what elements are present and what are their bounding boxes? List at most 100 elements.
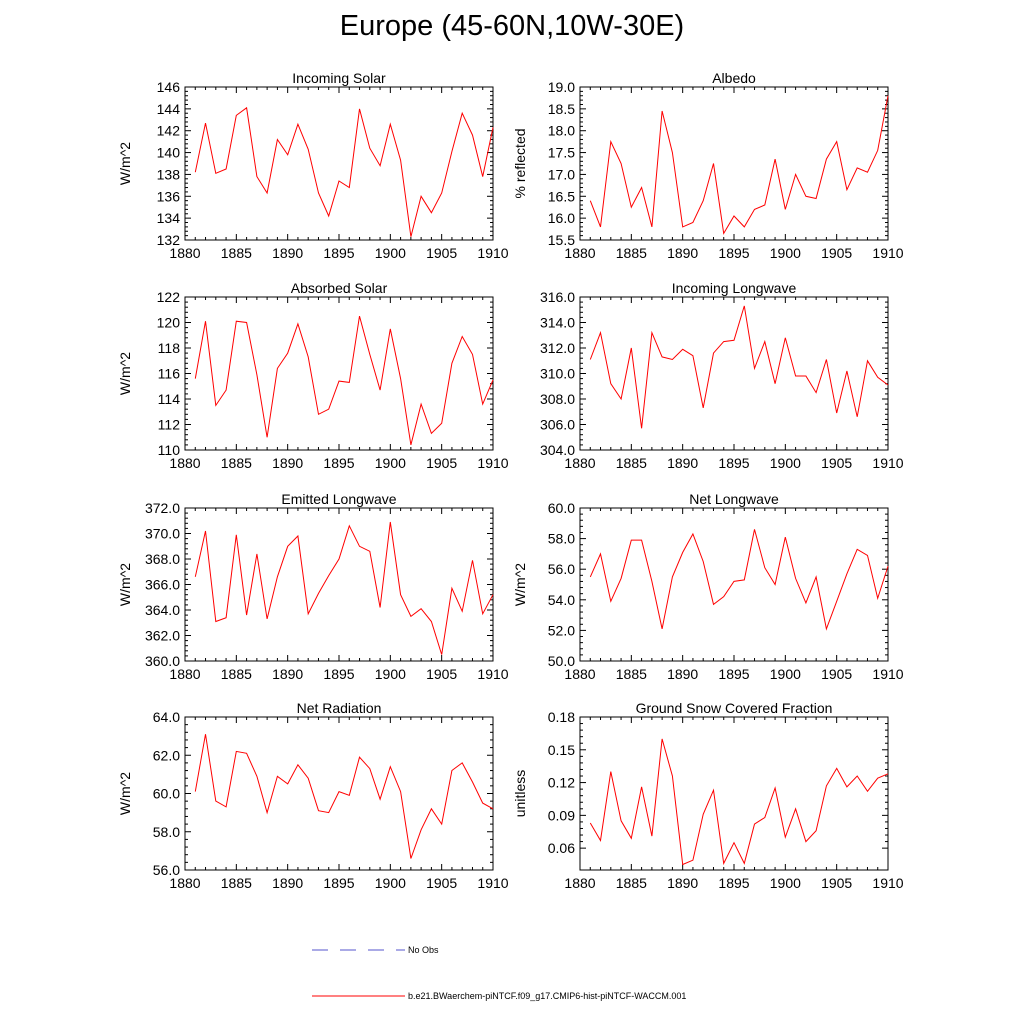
x-tick-label: 1890: [667, 455, 698, 471]
x-tick-label: 1900: [375, 875, 406, 891]
x-tick-label: 1910: [872, 875, 903, 891]
y-axis-label: W/m^2: [117, 142, 133, 185]
series-line: [194, 734, 494, 859]
y-tick-label: 56.0: [153, 862, 180, 878]
x-tick-label: 1905: [821, 666, 852, 682]
x-tick-label: 1895: [323, 666, 354, 682]
y-tick-label: 136: [157, 188, 181, 204]
y-tick-label: 306.0: [540, 417, 575, 433]
x-tick-label: 1890: [667, 666, 698, 682]
y-tick-label: 138: [157, 166, 181, 182]
panels-group: Incoming Solar W/m^2 1880 1885 1890 1895 1900 1…: [117, 70, 904, 891]
x-tick-label: 1885: [221, 245, 252, 261]
series-line: [589, 95, 889, 235]
y-tick-label: 364.0: [145, 602, 180, 618]
y-tick-label: 372.0: [145, 500, 180, 516]
y-tick-label: 16.0: [548, 210, 575, 226]
y-axis-label: W/m^2: [117, 772, 133, 815]
series-line: [589, 738, 889, 866]
y-tick-label: 308.0: [540, 391, 575, 407]
legend-model-label: b.e21.BWaerchem-piNTCF.f09_g17.CMIP6-his…: [408, 991, 686, 1001]
panel-net-radiation: Net Radiation W/m^2 1880 1885 1890 1895 1900 19…: [117, 700, 509, 891]
x-tick-label: 1895: [718, 875, 749, 891]
x-tick-label: 1890: [272, 666, 303, 682]
y-tick-label: 17.5: [548, 145, 575, 161]
y-tick-label: 310.0: [540, 366, 575, 382]
series-line: [589, 305, 889, 429]
panel-title: Albedo: [712, 70, 756, 86]
panel-title: Incoming Longwave: [672, 280, 797, 296]
x-tick-label: 1880: [564, 666, 595, 682]
y-tick-label: 56.0: [548, 561, 575, 577]
x-tick-label: 1900: [770, 666, 801, 682]
x-tick-label: 1905: [426, 666, 457, 682]
y-tick-label: 144: [157, 101, 181, 117]
y-tick-label: 0.06: [548, 840, 575, 856]
x-tick-label: 1880: [169, 245, 200, 261]
x-tick-label: 1905: [426, 245, 457, 261]
panel-albedo: Albedo % reflected 1880 1885 1890 1895 1900 190…: [512, 70, 904, 261]
x-tick-label: 1900: [770, 455, 801, 471]
y-tick-label: 50.0: [548, 653, 575, 669]
y-axis-label: unitless: [512, 770, 528, 817]
x-tick-label: 1880: [564, 875, 595, 891]
x-tick-label: 1910: [872, 455, 903, 471]
y-tick-label: 0.12: [548, 775, 575, 791]
x-tick-label: 1890: [272, 245, 303, 261]
plot-frame: [579, 716, 889, 871]
x-tick-label: 1910: [872, 666, 903, 682]
x-tick-label: 1885: [616, 875, 647, 891]
panel-emitted-longwave: Emitted Longwave W/m^2 1880 1885 1890 1895 190…: [117, 491, 509, 682]
y-tick-label: 60.0: [153, 786, 180, 802]
y-tick-label: 362.0: [145, 628, 180, 644]
panel-incoming-solar: Incoming Solar W/m^2 1880 1885 1890 1895 1900 1…: [117, 70, 509, 261]
y-tick-label: 134: [157, 210, 181, 226]
x-tick-label: 1890: [272, 455, 303, 471]
y-tick-label: 360.0: [145, 653, 180, 669]
y-tick-label: 62.0: [153, 747, 180, 763]
y-tick-label: 58.0: [548, 531, 575, 547]
legend: No Obs b.e21.BWaerchem-piNTCF.f09_g17.CM…: [312, 945, 686, 1001]
panel-title: Incoming Solar: [292, 70, 386, 86]
x-tick-label: 1900: [375, 245, 406, 261]
x-tick-label: 1880: [564, 245, 595, 261]
y-axis-label: % reflected: [512, 128, 528, 198]
y-tick-label: 18.0: [548, 123, 575, 139]
panel-title: Emitted Longwave: [281, 491, 396, 507]
y-tick-label: 52.0: [548, 622, 575, 638]
panel-absorbed-solar: Absorbed Solar W/m^2 1880 1885 1890 1895 1900 1…: [117, 280, 509, 471]
panel-title: Ground Snow Covered Fraction: [636, 700, 833, 716]
panel-net-longwave: Net Longwave W/m^2 1880 1885 1890 1895 1900 190…: [512, 491, 904, 682]
y-tick-label: 140: [157, 145, 181, 161]
x-tick-label: 1900: [375, 666, 406, 682]
y-tick-label: 366.0: [145, 577, 180, 593]
x-tick-label: 1895: [718, 245, 749, 261]
plot-frame: [579, 507, 889, 662]
y-axis-label: W/m^2: [117, 563, 133, 606]
x-tick-label: 1905: [821, 875, 852, 891]
y-tick-label: 120: [157, 315, 181, 331]
x-tick-label: 1895: [323, 245, 354, 261]
series-line: [194, 315, 494, 446]
plot-frame: [184, 507, 494, 662]
x-tick-label: 1885: [616, 455, 647, 471]
y-tick-label: 146: [157, 79, 181, 95]
x-tick-label: 1895: [718, 666, 749, 682]
y-tick-label: 0.18: [548, 709, 575, 725]
x-tick-label: 1910: [477, 455, 508, 471]
y-tick-label: 0.15: [548, 742, 575, 758]
y-tick-label: 60.0: [548, 500, 575, 516]
x-tick-label: 1910: [477, 666, 508, 682]
y-tick-label: 314.0: [540, 315, 575, 331]
y-tick-label: 112: [158, 417, 181, 433]
plot-frame: [184, 296, 494, 451]
x-tick-label: 1890: [667, 875, 698, 891]
x-tick-label: 1885: [221, 455, 252, 471]
x-tick-label: 1880: [169, 666, 200, 682]
plot-frame: [184, 716, 494, 871]
y-tick-label: 122: [157, 289, 181, 305]
series-line: [589, 529, 889, 631]
y-tick-label: 132: [157, 232, 181, 248]
x-tick-label: 1905: [426, 455, 457, 471]
y-tick-label: 110: [158, 442, 181, 458]
